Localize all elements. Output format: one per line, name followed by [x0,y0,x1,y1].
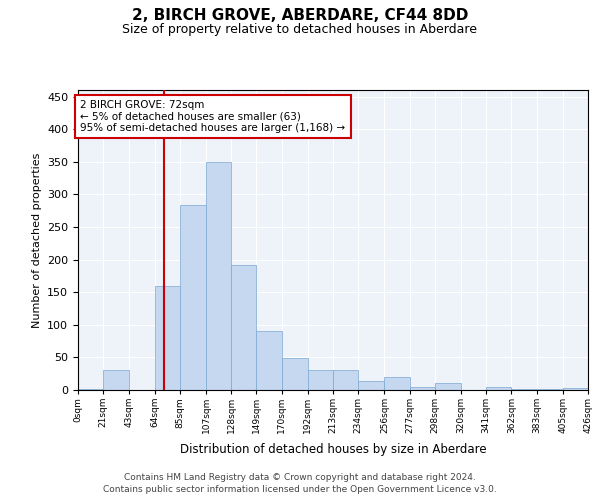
Bar [206,162,231,390]
Bar [281,358,308,390]
Bar [358,381,385,390]
Bar [563,388,588,390]
Bar [103,370,130,390]
Bar [308,370,333,390]
Bar [410,386,435,390]
Bar [435,384,461,390]
Bar [256,332,281,390]
Bar [155,286,180,390]
Y-axis label: Number of detached properties: Number of detached properties [32,152,41,328]
Text: 2, BIRCH GROVE, ABERDARE, CF44 8DD: 2, BIRCH GROVE, ABERDARE, CF44 8DD [132,8,468,22]
Bar [78,388,103,390]
Bar [536,388,563,390]
Bar [511,388,536,390]
Bar [333,370,358,390]
Text: 2 BIRCH GROVE: 72sqm
← 5% of detached houses are smaller (63)
95% of semi-detach: 2 BIRCH GROVE: 72sqm ← 5% of detached ho… [80,100,346,133]
Text: Size of property relative to detached houses in Aberdare: Size of property relative to detached ho… [122,22,478,36]
Bar [180,206,206,390]
Bar [231,266,256,390]
Text: Distribution of detached houses by size in Aberdare: Distribution of detached houses by size … [179,442,487,456]
Bar [385,377,410,390]
Bar [486,386,511,390]
Text: Contains HM Land Registry data © Crown copyright and database right 2024.: Contains HM Land Registry data © Crown c… [124,472,476,482]
Text: Contains public sector information licensed under the Open Government Licence v3: Contains public sector information licen… [103,485,497,494]
